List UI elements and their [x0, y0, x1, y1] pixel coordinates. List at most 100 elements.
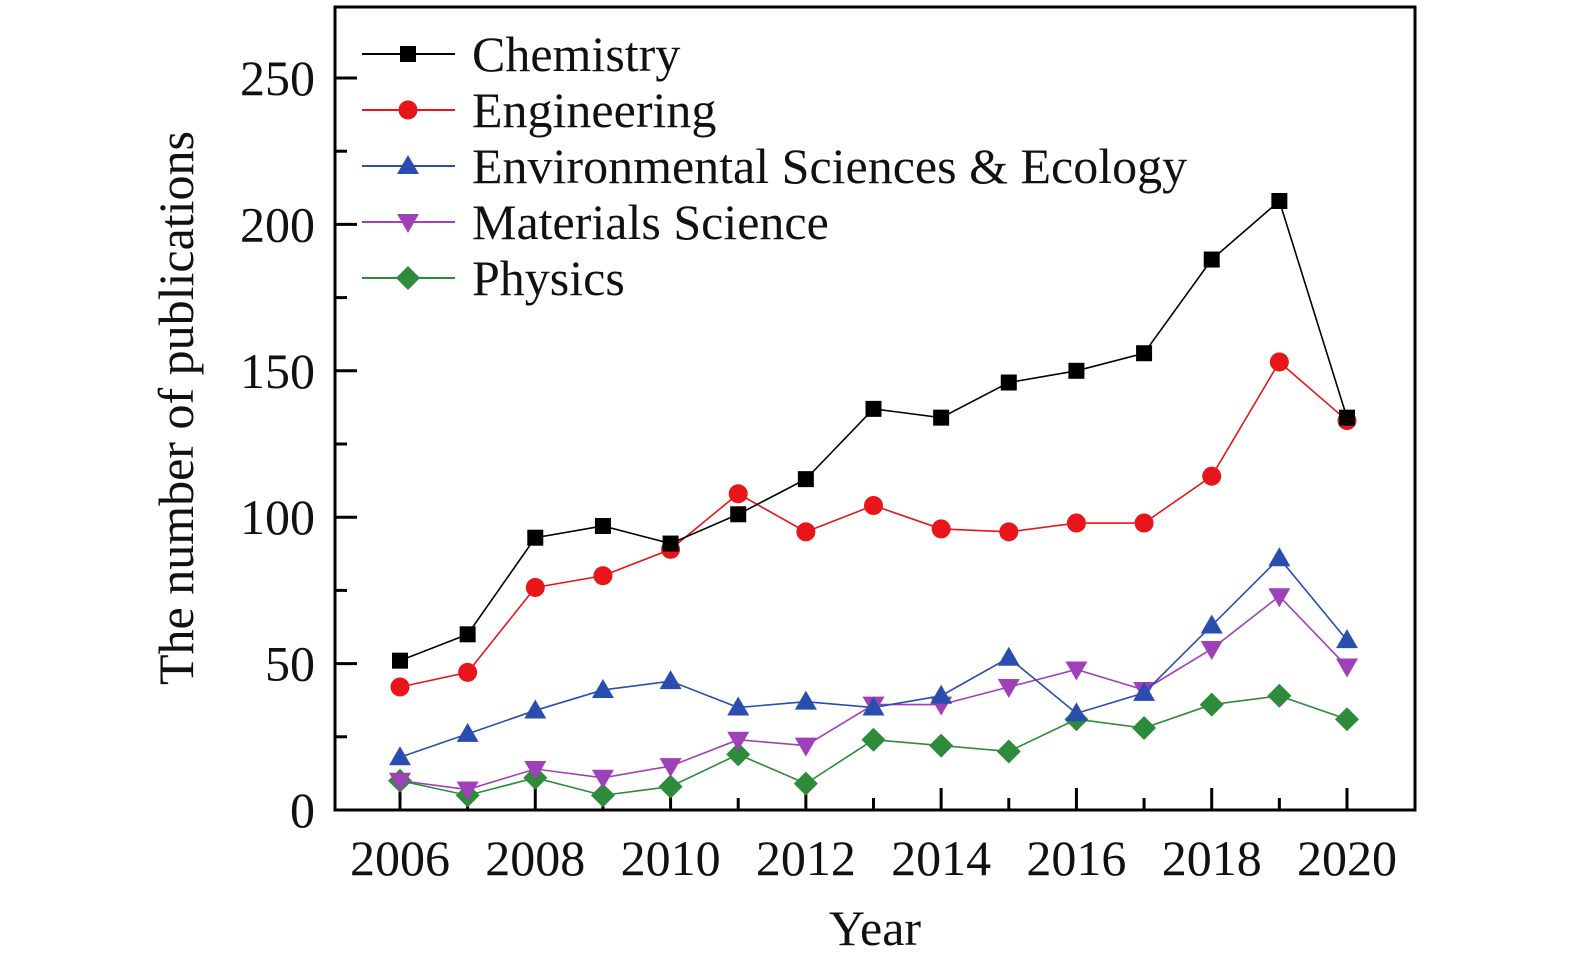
data-point: [1271, 192, 1288, 209]
y-axis-label: The number of publications: [148, 131, 204, 685]
y-tick-label: 0: [290, 782, 315, 838]
data-point: [389, 772, 411, 792]
data-point: [1068, 362, 1085, 379]
legend-label: Engineering: [472, 82, 716, 138]
y-tick-label: 150: [240, 343, 315, 399]
data-point: [1065, 702, 1088, 722]
legend-marker: [400, 46, 416, 62]
data-point: [389, 746, 411, 766]
legend-label: Chemistry: [472, 26, 680, 82]
x-tick-label: 2012: [756, 830, 856, 886]
data-point: [1134, 513, 1154, 533]
data-point: [1133, 681, 1156, 701]
data-point: [1066, 513, 1086, 533]
data-point: [456, 781, 479, 801]
x-tick-label: 2018: [1162, 830, 1262, 886]
legend-label: Materials Science: [472, 194, 829, 250]
data-point: [659, 758, 682, 778]
data-point: [1200, 640, 1223, 660]
data-point: [999, 522, 1019, 542]
data-point: [997, 679, 1020, 699]
data-point: [727, 696, 750, 716]
data-point: [1065, 661, 1088, 681]
legend-item: Physics: [362, 250, 625, 306]
data-point: [1203, 251, 1220, 268]
data-point: [1199, 692, 1224, 717]
data-point: [591, 769, 614, 789]
data-point: [659, 670, 682, 690]
y-tick-label: 50: [265, 636, 315, 692]
data-point: [1202, 466, 1222, 486]
data-point: [865, 400, 882, 417]
data-point: [931, 519, 951, 539]
y-tick-label: 200: [240, 196, 315, 252]
legend-marker: [397, 214, 419, 233]
data-point: [861, 727, 886, 752]
data-point: [726, 742, 751, 767]
data-point: [730, 506, 747, 523]
data-point: [796, 522, 816, 542]
legend-label: Physics: [472, 250, 625, 306]
data-point: [794, 690, 817, 710]
data-point: [1335, 707, 1359, 732]
x-tick-label: 2014: [891, 830, 991, 886]
legend-item: Materials Science: [362, 194, 829, 250]
data-point: [525, 577, 545, 597]
y-tick-label: 250: [240, 50, 315, 106]
data-point: [727, 731, 750, 751]
legend-item: Chemistry: [362, 26, 680, 82]
data-point: [1267, 683, 1292, 708]
legend-marker: [398, 100, 418, 120]
data-point: [1132, 716, 1157, 741]
data-point: [662, 535, 679, 552]
legend-marker: [397, 155, 419, 174]
data-point: [590, 783, 615, 808]
data-point: [1200, 614, 1223, 634]
legend-label: Environmental Sciences & Ecology: [472, 138, 1187, 194]
data-point: [1336, 629, 1358, 649]
data-point: [864, 495, 883, 515]
x-axis-label: Year: [829, 900, 921, 956]
x-tick-label: 2006: [350, 830, 450, 886]
data-point: [793, 771, 818, 796]
data-point: [524, 699, 547, 719]
legend-marker: [396, 266, 420, 290]
data-point: [458, 662, 478, 682]
legend-item: Engineering: [362, 82, 716, 138]
data-point: [524, 761, 547, 781]
data-point: [862, 696, 885, 716]
data-point: [390, 677, 410, 697]
data-point: [997, 646, 1020, 666]
y-tick-label: 100: [240, 489, 315, 545]
data-point: [1336, 658, 1358, 678]
data-point: [456, 722, 479, 742]
data-point: [933, 409, 950, 426]
data-point: [1000, 374, 1017, 391]
series-engineering: [390, 352, 1357, 697]
data-point: [593, 566, 613, 586]
x-tick-label: 2020: [1297, 830, 1397, 886]
data-point: [1269, 352, 1289, 372]
data-point: [591, 678, 614, 698]
data-point: [459, 626, 476, 643]
series-chemistry: [392, 192, 1355, 669]
data-point: [1339, 409, 1355, 426]
x-axis: 2006 2008 2010 2012 2014 2016 2018 2020: [350, 788, 1397, 886]
series-line: [399, 595, 1348, 791]
x-tick-label: 2010: [621, 830, 721, 886]
data-point: [1268, 588, 1291, 608]
data-point: [797, 471, 814, 488]
data-point: [728, 484, 748, 504]
data-point: [794, 737, 817, 757]
data-point: [1136, 345, 1153, 362]
data-point: [1268, 547, 1291, 567]
series-environmental-sciences-ecology: [389, 547, 1358, 766]
legend-item: Environmental Sciences & Ecology: [362, 138, 1187, 194]
data-point: [930, 684, 953, 704]
series-layer: [388, 192, 1359, 808]
y-axis: 0 50 100 150 200 250: [240, 50, 357, 838]
data-point: [929, 733, 954, 758]
x-tick-label: 2008: [485, 830, 585, 886]
